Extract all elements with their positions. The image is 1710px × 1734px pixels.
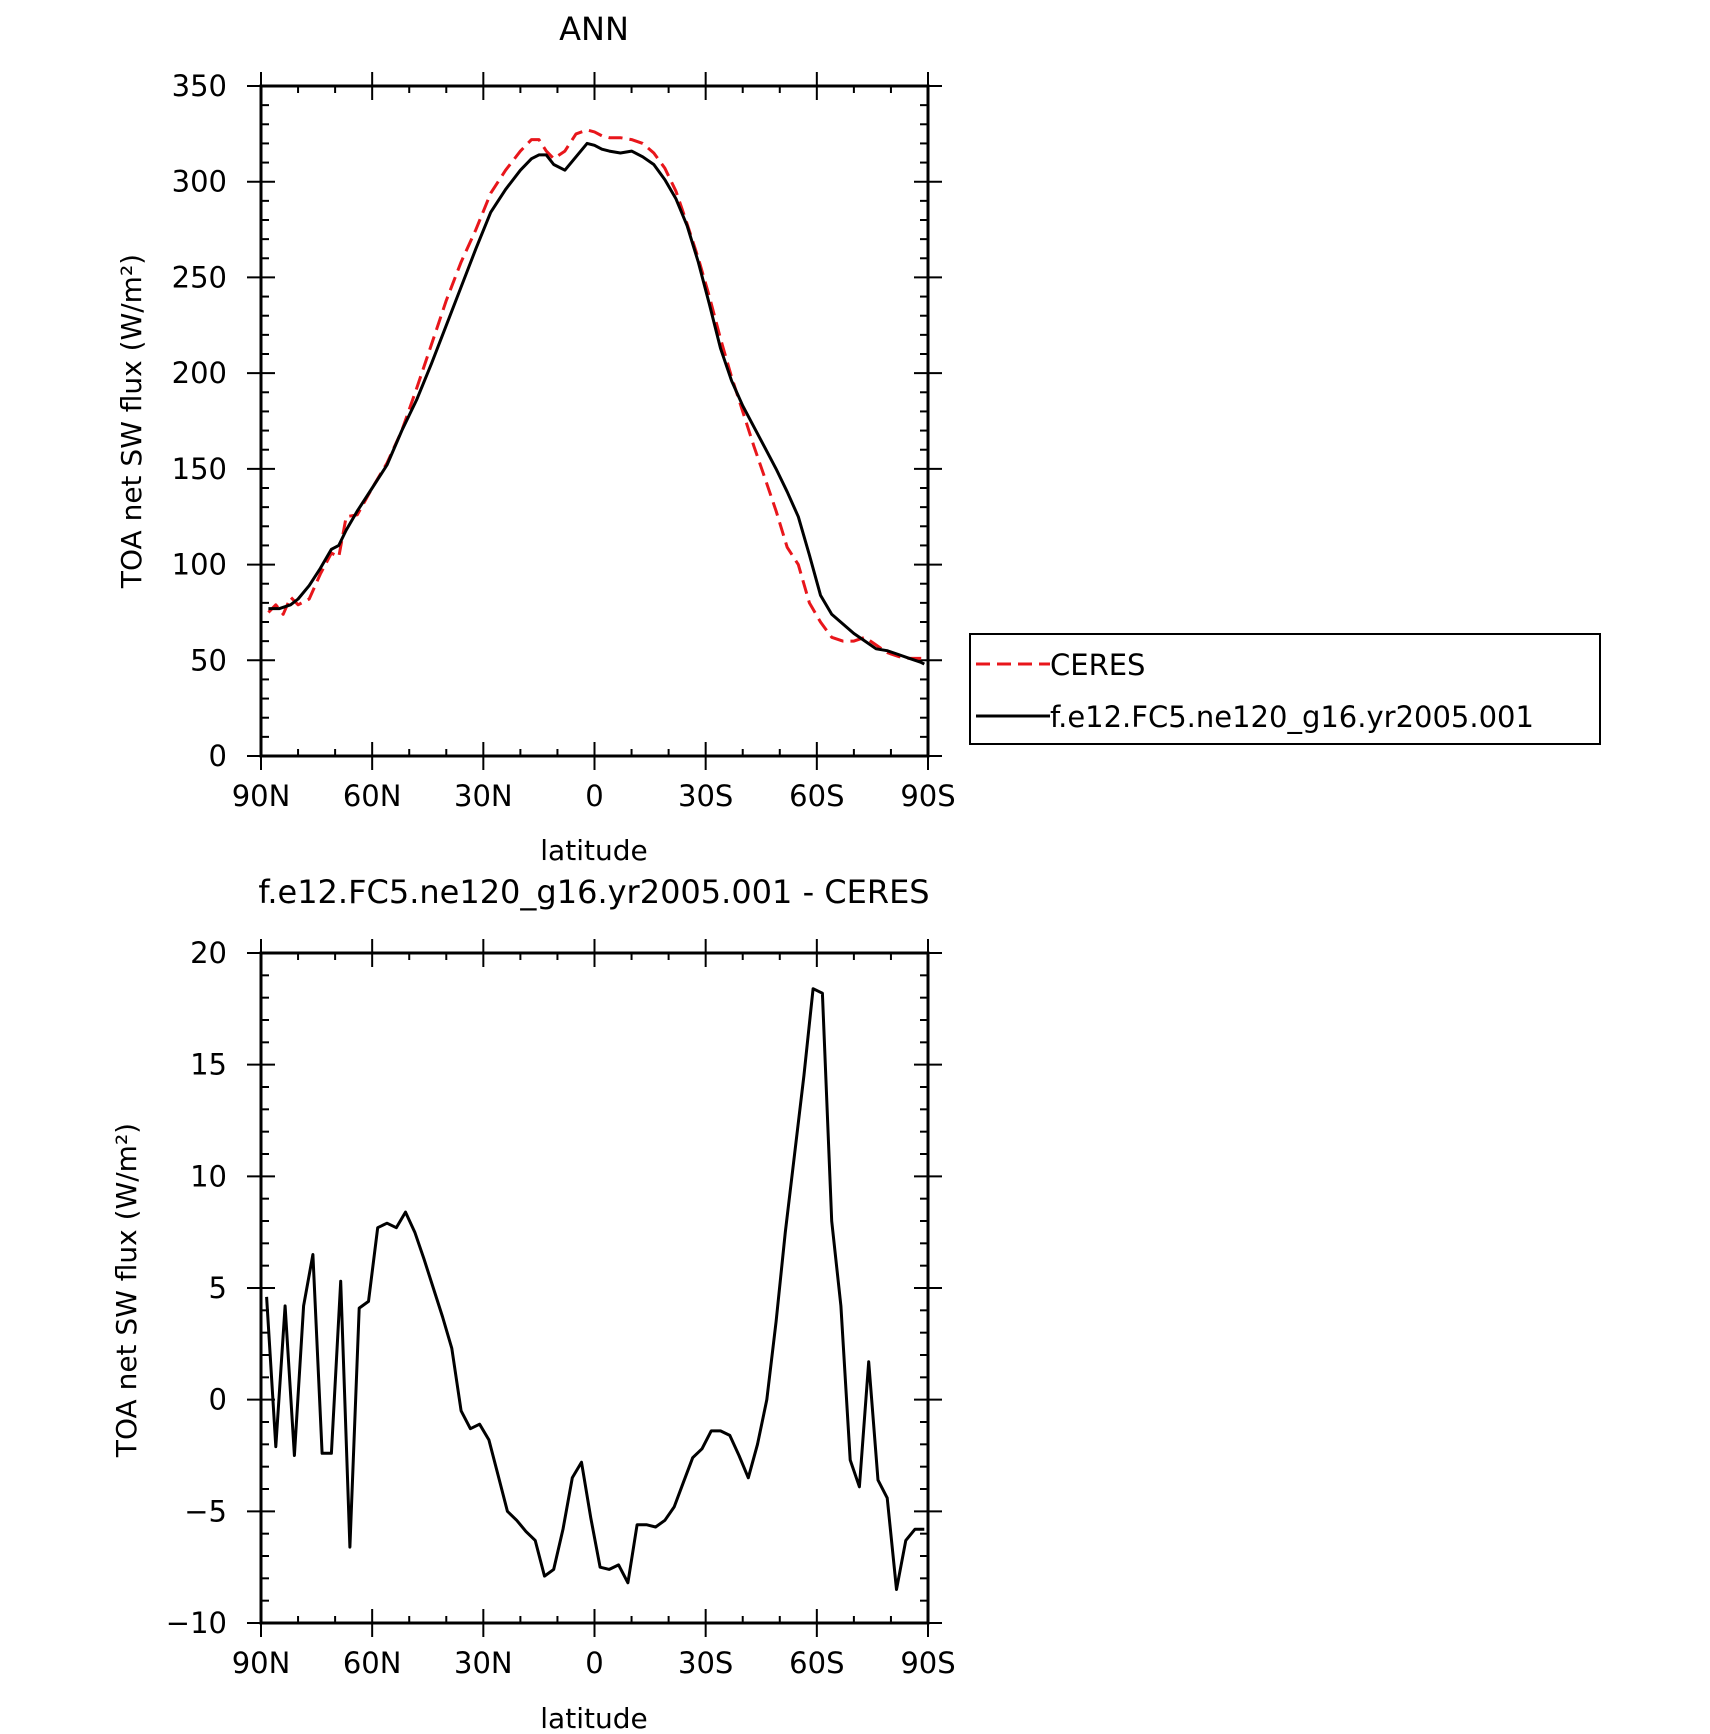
top-plot-frame bbox=[259, 84, 930, 758]
top-ytick-label: 0 bbox=[209, 739, 227, 773]
bottom-ytick-label: −10 bbox=[166, 1606, 227, 1640]
top-xtick-label: 90S bbox=[900, 779, 955, 813]
legend-box bbox=[969, 633, 1601, 745]
top-ytick-label: 100 bbox=[172, 548, 227, 582]
top-xtick-label: 60S bbox=[789, 779, 844, 813]
bottom-y-axis-label: TOA net SW flux (W/m²) bbox=[110, 1123, 143, 1458]
bottom-xtick-label: 60S bbox=[789, 1646, 844, 1680]
bottom-xtick-label: 60N bbox=[343, 1646, 402, 1680]
bottom-xtick-label: 90S bbox=[900, 1646, 955, 1680]
top-y-axis-label: TOA net SW flux (W/m²) bbox=[115, 254, 148, 589]
top-series-line-f-e12-fc5-ne120-g16-yr2005-001 bbox=[268, 141, 925, 666]
bottom-ytick-label: 5 bbox=[209, 1271, 227, 1305]
top-xtick-label: 60N bbox=[343, 779, 402, 813]
top-ticks: 90N 60N 30N 0 30S 60S 90S 0 50 100 150 200 250 300 350 bbox=[172, 69, 956, 813]
bottom-panel: f.e12.FC5.ne120_g16.yr2005.001 - CERES 9… bbox=[110, 873, 956, 1734]
bottom-ytick-label: −5 bbox=[184, 1494, 227, 1528]
bottom-xtick-label: 90N bbox=[232, 1646, 291, 1680]
top-xtick-label: 30N bbox=[454, 779, 513, 813]
bottom-chart-title: f.e12.FC5.ne120_g16.yr2005.001 - CERES bbox=[258, 873, 929, 911]
top-xtick-label: 90N bbox=[232, 779, 291, 813]
bottom-xtick-label: 30S bbox=[678, 1646, 733, 1680]
bottom-x-axis-label: latitude bbox=[540, 1702, 647, 1734]
top-x-axis-label: latitude bbox=[540, 834, 647, 867]
legend: CERES f.e12.FC5.ne120_g16.yr2005.001 bbox=[969, 633, 1601, 745]
bottom-xtick-label: 0 bbox=[585, 1646, 603, 1680]
top-ytick-label: 300 bbox=[172, 165, 227, 199]
top-panel: ANN 90N 60N 30N 0 30S 60S 90S 0 50 100 150 200 250 30… bbox=[115, 10, 956, 867]
bottom-series-line-difference bbox=[265, 987, 925, 1591]
top-xtick-label: 30S bbox=[678, 779, 733, 813]
top-series-line-ceres bbox=[267, 128, 925, 660]
top-ytick-label: 350 bbox=[172, 69, 227, 103]
top-ytick-label: 250 bbox=[172, 260, 227, 294]
bottom-xtick-label: 30N bbox=[454, 1646, 513, 1680]
top-xtick-label: 0 bbox=[585, 779, 603, 813]
bottom-ytick-label: 10 bbox=[190, 1159, 227, 1193]
bottom-ytick-label: 0 bbox=[209, 1383, 227, 1417]
legend-label-model: f.e12.FC5.ne120_g16.yr2005.001 bbox=[1050, 700, 1534, 734]
bottom-series-group bbox=[265, 987, 925, 1591]
top-ytick-label: 200 bbox=[172, 356, 227, 390]
bottom-plot-frame bbox=[259, 951, 930, 1625]
top-chart-title: ANN bbox=[559, 10, 629, 48]
top-ytick-label: 50 bbox=[190, 643, 227, 677]
top-series-group bbox=[267, 128, 925, 666]
top-ytick-label: 150 bbox=[172, 452, 227, 486]
bottom-ytick-label: 20 bbox=[190, 936, 227, 970]
bottom-ytick-label: 15 bbox=[190, 1048, 227, 1082]
legend-label-ceres: CERES bbox=[1050, 648, 1145, 682]
